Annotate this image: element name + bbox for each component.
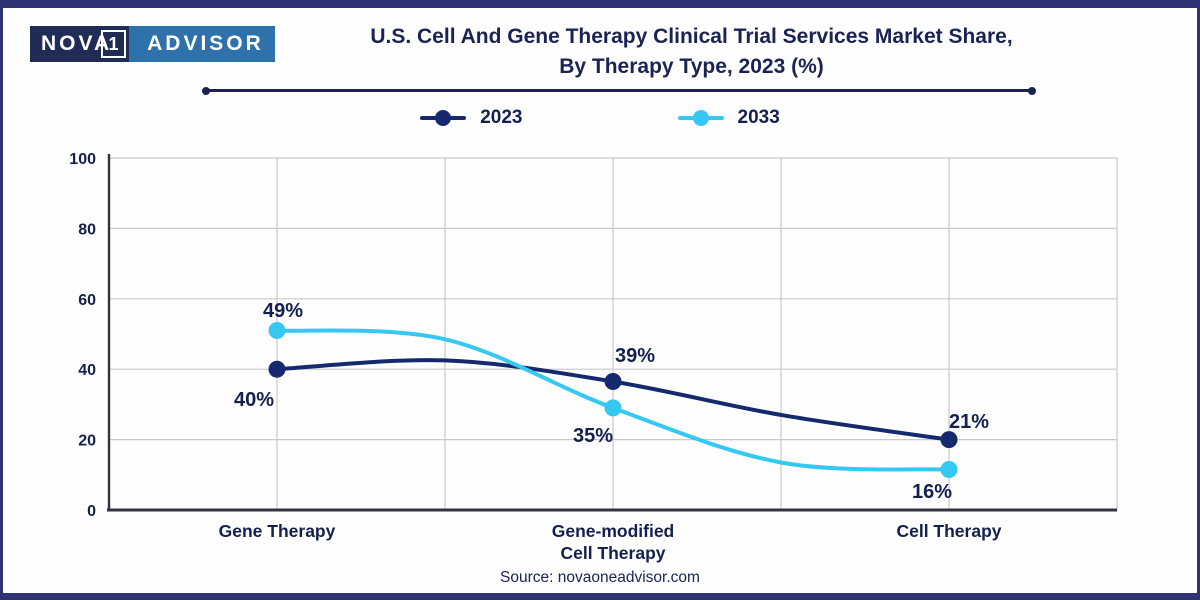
title-divider-line <box>202 86 1036 95</box>
logo-nova-text: NOVA <box>41 32 113 55</box>
value-label-2033: 16% <box>912 481 952 503</box>
y-tick-label: 20 <box>78 433 96 450</box>
source-text: Source: novaoneadvisor.com <box>500 569 700 586</box>
legend-marker-2033 <box>677 110 724 126</box>
logo-one-box: 1 <box>101 30 126 58</box>
data-point-2033 <box>940 461 958 479</box>
value-label-2023: 21% <box>949 411 989 433</box>
logo-nova-segment: NOVA <box>30 26 130 62</box>
legend-label-2023: 2023 <box>480 107 523 128</box>
x-category-label: Cell Therapy <box>896 521 1001 541</box>
y-tick-label: 40 <box>78 362 96 379</box>
data-point-2023 <box>268 360 286 378</box>
data-point-2023 <box>940 431 958 449</box>
legend-item-2033[interactable]: 2033 <box>677 107 780 129</box>
x-category-label: Gene Therapy <box>219 521 336 541</box>
nova-one-advisor-logo: NOVA ADVISOR 1 <box>30 26 275 62</box>
legend-dot-2033 <box>692 110 709 126</box>
data-point-2033 <box>604 399 622 417</box>
legend-marker-2023 <box>420 110 467 126</box>
chart-legend: 2023 2033 <box>3 107 1197 129</box>
logo-advisor-segment: ADVISOR <box>129 26 275 62</box>
y-tick-label: 80 <box>78 221 96 238</box>
legend-label-2033: 2033 <box>737 107 780 128</box>
logo-advisor-text: ADVISOR <box>147 32 264 55</box>
divider-left-dot <box>202 86 210 95</box>
y-tick-label: 0 <box>87 503 96 520</box>
divider-right-dot <box>1028 86 1036 95</box>
y-tick-label: 60 <box>78 292 96 309</box>
value-label-2033: 35% <box>573 425 613 447</box>
legend-item-2023[interactable]: 2023 <box>420 107 523 129</box>
y-tick-label: 100 <box>69 151 96 168</box>
x-category-label: Cell Therapy <box>560 543 665 563</box>
data-point-2023 <box>604 373 622 391</box>
chart-title-line1: U.S. Cell And Gene Therapy Clinical Tria… <box>370 25 1013 48</box>
value-label-2023: 40% <box>234 389 274 411</box>
x-category-label: Gene-modified <box>552 521 675 541</box>
chart-title: U.S. Cell And Gene Therapy Clinical Tria… <box>190 22 1193 82</box>
value-label-2023: 39% <box>615 345 655 367</box>
legend-dot-2023 <box>435 110 452 126</box>
value-label-2033: 49% <box>263 300 303 322</box>
data-point-2033 <box>268 321 286 339</box>
chart-title-line2: By Therapy Type, 2023 (%) <box>559 55 824 78</box>
